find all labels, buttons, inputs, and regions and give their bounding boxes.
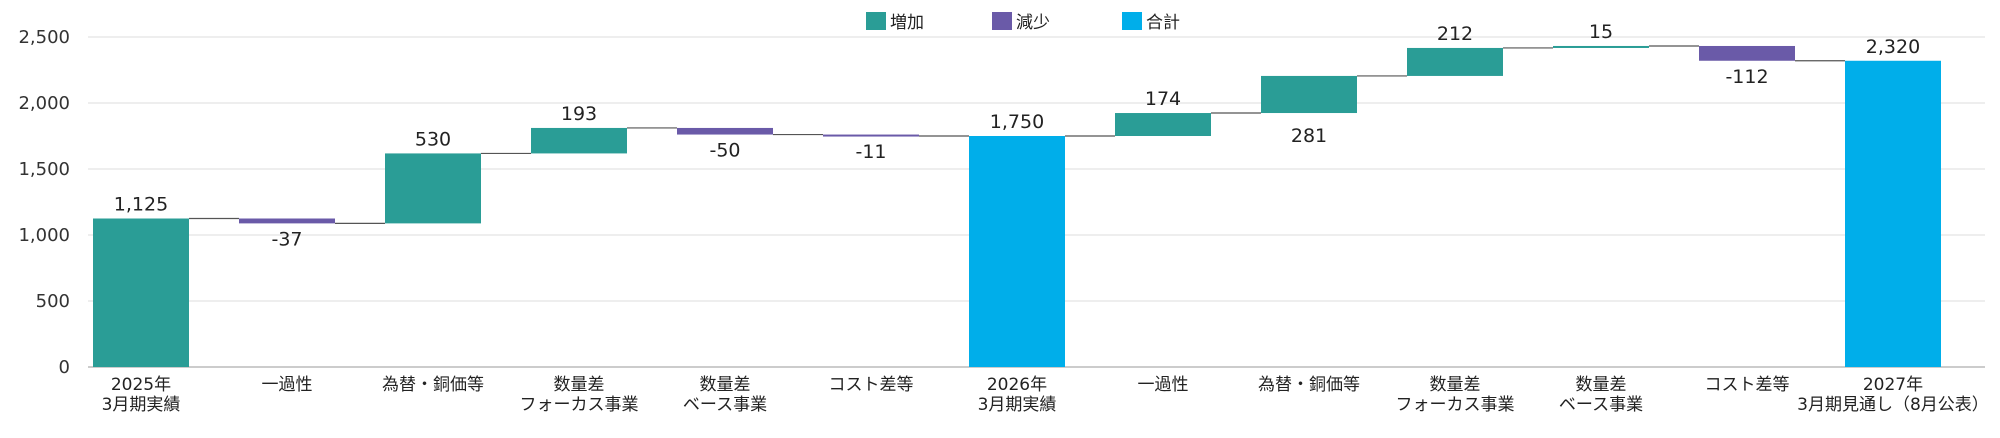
- category-label: 2026年: [987, 375, 1047, 395]
- value-label: -50: [709, 140, 740, 162]
- bar-increase: [1115, 113, 1211, 136]
- legend-label-decrease: 減少: [1016, 13, 1050, 33]
- y-tick-label: 1,000: [18, 225, 70, 246]
- legend-swatch-increase: [866, 12, 886, 30]
- bar-increase: [1407, 47, 1503, 76]
- bar-decrease: [677, 127, 773, 135]
- value-label: 15: [1589, 21, 1613, 43]
- value-label: 1,125: [114, 194, 168, 216]
- y-tick-label: 0: [59, 357, 70, 378]
- category-label: フォーカス事業: [1396, 395, 1515, 415]
- category-label: 数量差: [1430, 375, 1481, 395]
- value-label: 212: [1437, 23, 1473, 45]
- value-label: -11: [855, 141, 886, 163]
- category-label: コスト差等: [829, 375, 914, 395]
- category-label: 一過性: [262, 375, 313, 395]
- category-label: 3月期実績: [978, 395, 1057, 415]
- y-tick-label: 2,500: [18, 27, 70, 48]
- y-tick-label: 2,000: [18, 93, 70, 114]
- legend: 増加 減少 合計: [866, 12, 1180, 33]
- value-label: 174: [1145, 88, 1181, 110]
- legend-swatch-total: [1122, 12, 1142, 30]
- bar-decrease: [239, 218, 335, 224]
- bar-increase: [385, 153, 481, 224]
- value-labels: 1,125 -37 530 193 -50 -11 1,750 174 281 212 15 -112…: [114, 21, 1920, 250]
- value-label: 1,750: [990, 111, 1044, 133]
- category-label: 為替・銅価等: [382, 375, 484, 395]
- category-label: ベース事業: [683, 395, 767, 415]
- bar-increase: [531, 127, 627, 154]
- category-label: 3月期見通し（8月公表）: [1797, 395, 1989, 415]
- category-label: 3月期実績: [102, 395, 181, 415]
- bar-total: [969, 136, 1065, 367]
- bar-increase: [1553, 45, 1649, 48]
- bar-total: [93, 218, 189, 367]
- bars: [93, 45, 1941, 367]
- category-label: フォーカス事業: [520, 395, 639, 415]
- category-label: 数量差: [700, 375, 751, 395]
- connector-lines: [189, 45, 1845, 224]
- category-label: ベース事業: [1559, 395, 1643, 415]
- bar-decrease: [823, 134, 919, 137]
- category-label: 2025年: [111, 375, 171, 395]
- y-axis: 0 500 1,000 1,500 2,000 2,500: [18, 27, 70, 378]
- value-label: 2,320: [1866, 36, 1920, 58]
- y-tick-label: 500: [36, 291, 70, 312]
- category-label: 2027年: [1863, 375, 1923, 395]
- bar-increase: [1261, 75, 1357, 114]
- legend-swatch-decrease: [992, 12, 1012, 30]
- bar-decrease: [1699, 45, 1795, 61]
- category-label: 数量差: [554, 375, 605, 395]
- value-label: 193: [561, 103, 597, 125]
- category-label: コスト差等: [1705, 375, 1790, 395]
- value-label: 281: [1291, 125, 1327, 147]
- category-label: 数量差: [1576, 375, 1627, 395]
- value-label: -37: [271, 228, 302, 250]
- value-label: -112: [1725, 66, 1768, 88]
- category-label: 一過性: [1138, 375, 1189, 395]
- y-tick-label: 1,500: [18, 159, 70, 180]
- bar-total: [1845, 60, 1941, 367]
- legend-label-increase: 増加: [890, 13, 924, 33]
- legend-label-total: 合計: [1146, 13, 1180, 33]
- category-label: 為替・銅価等: [1258, 375, 1360, 395]
- value-label: 530: [415, 128, 451, 150]
